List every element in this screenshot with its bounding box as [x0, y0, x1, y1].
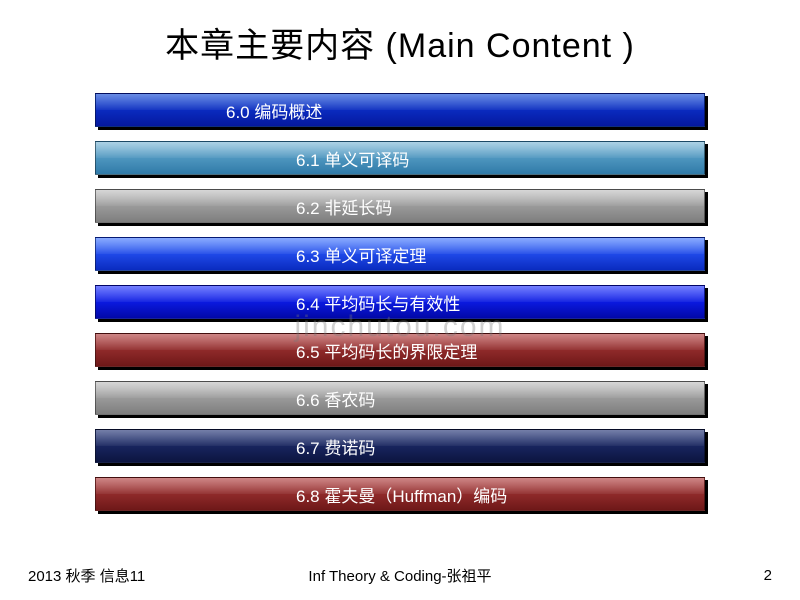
list-item: 6.2 非延长码	[95, 189, 705, 223]
content-bars: 6.0 编码概述 6.1 单义可译码 6.2 非延长码 6.3 单义可译定理 6…	[95, 93, 705, 511]
section-label: 6.0 编码概述	[226, 98, 322, 123]
section-label: 6.3 单义可译定理	[296, 242, 426, 267]
list-item: 6.1 单义可译码	[95, 141, 705, 175]
list-item: 6.0 编码概述	[95, 93, 705, 127]
list-item: 6.3 单义可译定理	[95, 237, 705, 271]
list-item: 6.7 费诺码	[95, 429, 705, 463]
section-label: 6.7 费诺码	[296, 434, 375, 459]
footer-center: Inf Theory & Coding-张祖平	[308, 565, 491, 586]
footer-left: 2013 秋季 信息11	[28, 565, 145, 586]
section-label: 6.6 香农码	[296, 386, 375, 411]
slide: 本章主要内容 (Main Content ) 6.0 编码概述 6.1 单义可译…	[0, 0, 800, 600]
footer: 2013 秋季 信息11 Inf Theory & Coding-张祖平 2	[0, 565, 800, 586]
list-item: 6.6 香农码	[95, 381, 705, 415]
list-item: 6.4 平均码长与有效性	[95, 285, 705, 319]
section-bar-5: 6.5 平均码长的界限定理	[95, 333, 705, 367]
section-bar-2: 6.2 非延长码	[95, 189, 705, 223]
section-bar-3: 6.3 单义可译定理	[95, 237, 705, 271]
section-bar-6: 6.6 香农码	[95, 381, 705, 415]
section-label: 6.4 平均码长与有效性	[296, 290, 460, 315]
page-title: 本章主要内容 (Main Content )	[0, 18, 800, 67]
list-item: 6.5 平均码长的界限定理	[95, 333, 705, 367]
footer-right: 2	[764, 567, 772, 584]
list-item: 6.8 霍夫曼（Huffman）编码	[95, 477, 705, 511]
section-bar-0: 6.0 编码概述	[95, 93, 705, 127]
section-label: 6.5 平均码长的界限定理	[296, 338, 477, 363]
section-bar-1: 6.1 单义可译码	[95, 141, 705, 175]
section-bar-4: 6.4 平均码长与有效性	[95, 285, 705, 319]
section-label: 6.1 单义可译码	[296, 146, 409, 171]
section-label: 6.8 霍夫曼（Huffman）编码	[296, 482, 507, 507]
section-bar-8: 6.8 霍夫曼（Huffman）编码	[95, 477, 705, 511]
section-label: 6.2 非延长码	[296, 194, 392, 219]
section-bar-7: 6.7 费诺码	[95, 429, 705, 463]
